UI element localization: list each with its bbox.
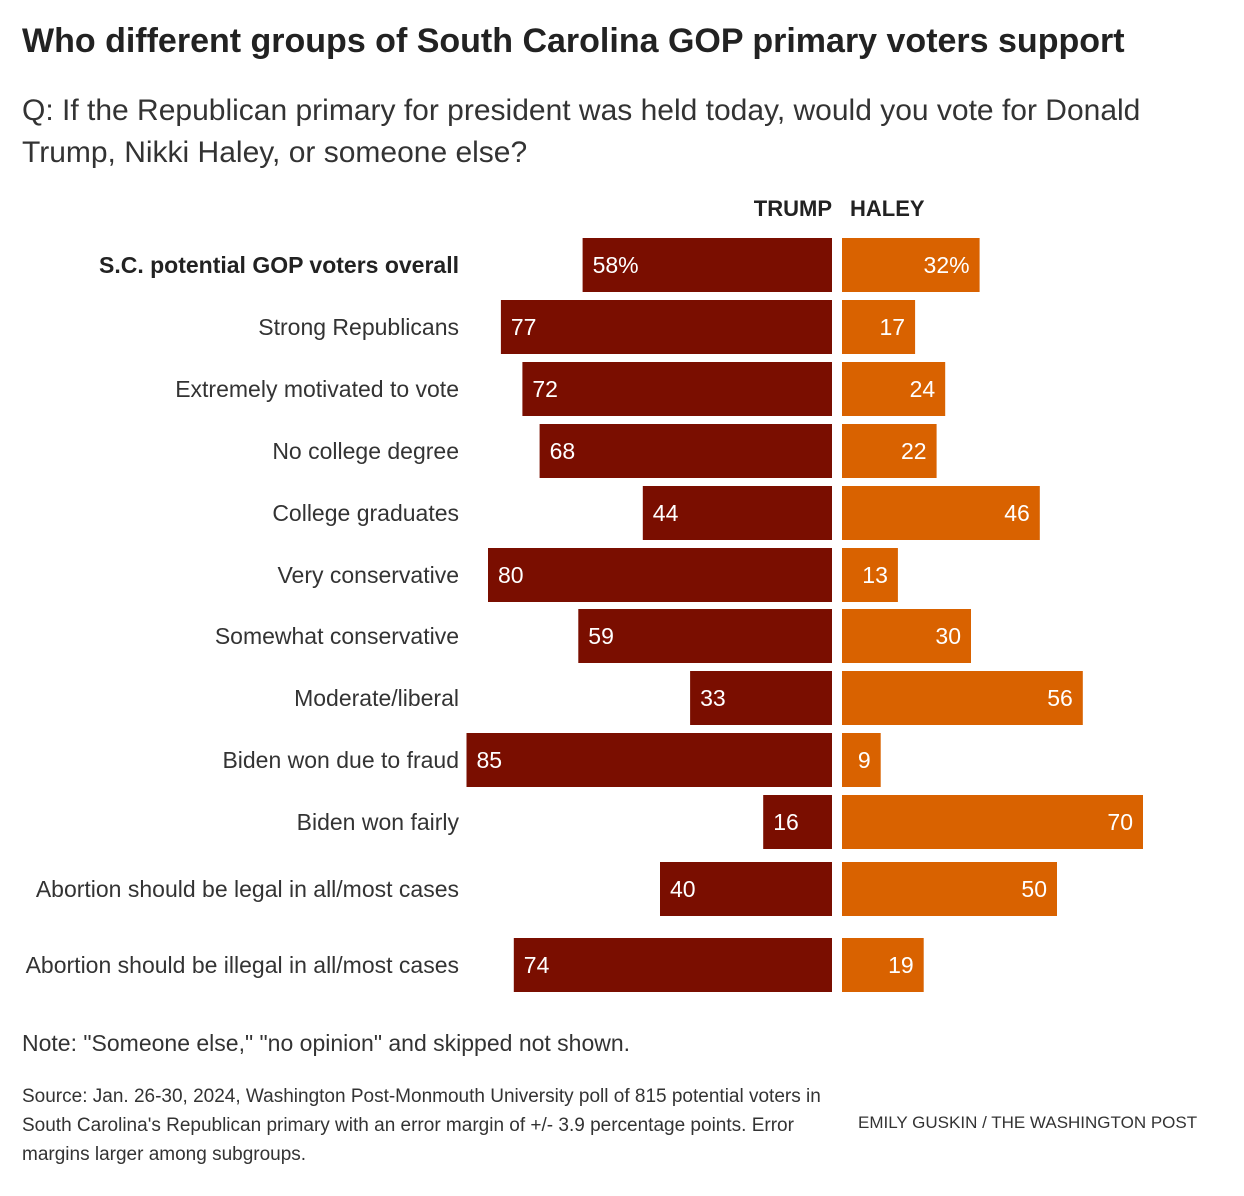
trump-bar: [513, 938, 832, 992]
category-label: Strong Republicans: [258, 313, 459, 340]
haley-value-label: 13: [862, 562, 888, 588]
chart-source: Source: Jan. 26-30, 2024, Washington Pos…: [22, 1086, 821, 1165]
trump-bar: [642, 486, 832, 540]
chart-note: Note: "Someone else," "no opinion" and s…: [22, 1030, 631, 1056]
trump-value-label: 85: [477, 747, 503, 773]
trump-value-label: 68: [550, 438, 576, 464]
trump-value-label: 40: [670, 876, 696, 902]
haley-bar: [842, 609, 971, 663]
category-label: College graduates: [272, 499, 459, 526]
category-label: Somewhat conservative: [214, 622, 459, 649]
haley-bar: [842, 362, 946, 416]
haley-bar: [842, 238, 980, 292]
haley-value-label: 70: [1107, 809, 1133, 835]
trump-value-label: 33: [700, 685, 726, 711]
haley-value-label: 50: [1021, 876, 1047, 902]
trump-bar: [690, 671, 832, 725]
haley-bar: [842, 938, 924, 992]
haley-value-label: 22: [901, 438, 927, 464]
category-label: Moderate/liberal: [294, 684, 459, 711]
trump-value-label: 80: [498, 562, 524, 588]
category-label: Very conservative: [277, 561, 459, 588]
chart-title: Who different groups of South Carolina G…: [22, 22, 1125, 60]
trump-value-label: 59: [588, 623, 614, 649]
category-label: Biden won fairly: [296, 808, 459, 835]
trump-bar: [763, 795, 832, 849]
trump-value-label: 44: [653, 500, 679, 526]
category-label: S.C. potential GOP voters overall: [98, 251, 459, 278]
trump-bar: [522, 362, 832, 416]
trump-value-label: 16: [773, 809, 799, 835]
category-label: Extremely motivated to vote: [175, 375, 459, 402]
haley-value-label: 56: [1047, 685, 1073, 711]
trump-bar: [539, 424, 832, 478]
trump-value-label: 74: [524, 952, 550, 978]
haley-bar: [842, 548, 898, 602]
haley-bar: [842, 671, 1083, 725]
haley-value-label: 9: [858, 747, 871, 773]
trump-bar: [578, 609, 832, 663]
category-label: Abortion should be legal in all/most cas…: [35, 875, 459, 902]
haley-bar: [842, 424, 937, 478]
trump-value-label: 58%: [593, 252, 639, 278]
haley-bar: [842, 486, 1040, 540]
trump-value-label: 77: [511, 314, 537, 340]
trump-bar: [466, 733, 832, 787]
haley-bar: [842, 862, 1057, 916]
trump-bar: [500, 300, 832, 354]
haley-value-label: 19: [888, 952, 914, 978]
trump-bar: [488, 548, 832, 602]
category-label: Biden won due to fraud: [222, 746, 459, 773]
chart-subtitle: Q: If the Republican primary for preside…: [22, 94, 1141, 169]
category-label: No college degree: [272, 437, 459, 464]
series-header-haley: HALEY: [850, 196, 925, 221]
haley-value-label: 30: [935, 623, 961, 649]
haley-bar: [842, 795, 1143, 849]
trump-bar: [660, 862, 832, 916]
haley-bar: [842, 300, 916, 354]
haley-value-label: 46: [1004, 500, 1030, 526]
trump-value-label: 72: [532, 376, 558, 402]
chart-credit: EMILY GUSKIN / THE WASHINGTON POST: [858, 1113, 1198, 1132]
category-label: Abortion should be illegal in all/most c…: [25, 951, 459, 978]
haley-value-label: 24: [910, 376, 936, 402]
haley-value-label: 32%: [924, 252, 970, 278]
trump-bar: [582, 238, 832, 292]
haley-bar: [842, 733, 881, 787]
series-header-trump: TRUMP: [753, 196, 832, 221]
haley-value-label: 17: [880, 314, 906, 340]
